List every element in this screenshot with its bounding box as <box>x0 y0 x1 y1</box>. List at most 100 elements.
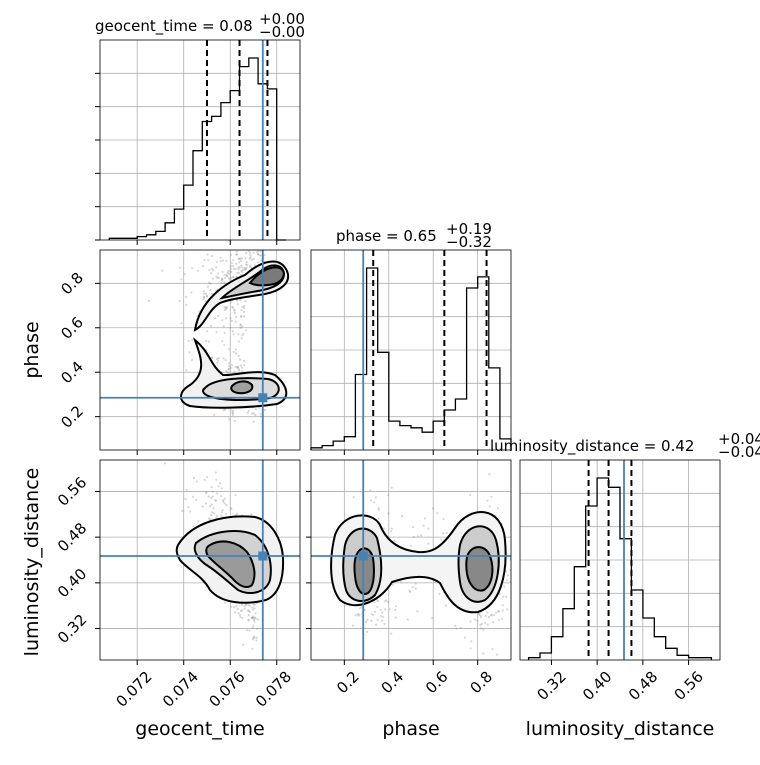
scatter-point <box>501 609 505 612</box>
scatter-point <box>234 320 237 323</box>
scatter-point <box>213 413 216 416</box>
scatter-point <box>246 264 249 267</box>
scatter-point <box>373 610 377 613</box>
title-geocent-time-sup: +0.00 <box>259 10 305 28</box>
scatter-point <box>224 307 227 310</box>
scatter-point <box>229 277 232 280</box>
scatter-point <box>530 564 532 566</box>
scatter-point <box>221 279 224 282</box>
scatter-point <box>233 312 236 315</box>
scatter-point <box>387 600 390 604</box>
scatter-point <box>237 271 241 274</box>
scatter-point <box>242 310 245 313</box>
scatter-point <box>263 254 266 257</box>
scatter-point <box>259 412 262 415</box>
scatter-point <box>241 305 244 308</box>
scatter-point <box>204 300 207 303</box>
scatter-point <box>253 616 256 620</box>
scatter-point <box>219 482 222 485</box>
scatter-point <box>225 370 228 373</box>
scatter-point <box>234 611 237 614</box>
scatter-point <box>169 438 171 440</box>
scatter-point <box>240 264 243 267</box>
scatter-point <box>205 492 208 495</box>
scatter-point <box>442 532 445 535</box>
scatter-point <box>484 614 487 618</box>
scatter-point <box>185 303 188 307</box>
scatter-point <box>232 276 235 279</box>
scatter-point <box>215 357 219 361</box>
scatter-point <box>232 264 235 267</box>
scatter-point <box>232 333 235 336</box>
scatter-point <box>501 604 504 607</box>
x-tick-label: 0.48 <box>625 668 661 704</box>
scatter-point <box>491 648 494 651</box>
scatter-point <box>203 258 206 261</box>
histogram-phase <box>310 267 512 450</box>
axes-frame <box>519 459 721 661</box>
scatter-point <box>479 615 483 619</box>
scatter-point <box>248 610 251 614</box>
scatter-point <box>161 269 164 272</box>
scatter-point <box>479 627 482 630</box>
scatter-point <box>196 269 199 272</box>
scatter-point <box>373 601 376 604</box>
scatter-point <box>436 512 439 515</box>
scatter-point <box>211 277 214 280</box>
scatter-point <box>252 636 255 640</box>
scatter-point <box>239 298 242 302</box>
scatter-point <box>231 412 234 415</box>
scatter-point <box>236 365 240 368</box>
scatter-point <box>235 262 238 265</box>
scatter-point <box>229 366 232 369</box>
scatter-point <box>401 515 404 518</box>
scatter-point <box>196 480 199 483</box>
scatter-point <box>377 507 380 510</box>
scatter-point <box>477 613 481 616</box>
scatter-point <box>237 612 240 615</box>
scatter-point <box>445 532 448 535</box>
scatter-point <box>234 348 237 351</box>
scatter-point <box>242 359 246 363</box>
scatter-point <box>238 257 241 260</box>
scatter-point <box>202 296 205 299</box>
scatter-point <box>243 364 246 367</box>
scatter-point <box>253 607 256 610</box>
scatter-point <box>184 497 187 501</box>
scatter-point <box>242 306 245 310</box>
scatter-point <box>245 266 248 270</box>
scatter-point <box>206 253 209 256</box>
scatter-point <box>210 514 213 517</box>
scatter-point <box>236 271 239 275</box>
scatter-point <box>502 595 505 598</box>
scatter-point <box>260 250 263 253</box>
scatter-point <box>206 475 209 479</box>
scatter-point <box>195 499 198 502</box>
scatter-point <box>241 271 244 274</box>
scatter-point <box>227 277 230 280</box>
scatter-point <box>440 538 443 541</box>
title-geocent-time: geocent_time = 0.08 <box>95 17 253 36</box>
scatter-point <box>484 622 487 625</box>
scatter-point <box>374 623 378 626</box>
scatter-point <box>243 607 246 610</box>
scatter-point <box>358 607 361 610</box>
scatter-point <box>444 604 447 607</box>
scatter-point <box>414 587 417 590</box>
scatter-point <box>211 269 214 272</box>
scatter-point <box>242 332 245 336</box>
scatter-point <box>492 621 495 624</box>
scatter-point <box>217 359 220 362</box>
scatter-point <box>215 330 218 334</box>
xlabel-geocent-time: geocent_time <box>135 718 264 740</box>
scatter-point <box>217 276 220 279</box>
scatter-point <box>229 506 232 509</box>
scatter-point <box>207 495 210 498</box>
scatter-point <box>259 415 262 418</box>
scatter-point <box>356 612 359 616</box>
scatter-point <box>242 315 246 318</box>
scatter-point <box>380 615 383 618</box>
scatter-point <box>376 605 379 608</box>
scatter-point <box>207 517 211 520</box>
scatter-point <box>191 267 194 270</box>
